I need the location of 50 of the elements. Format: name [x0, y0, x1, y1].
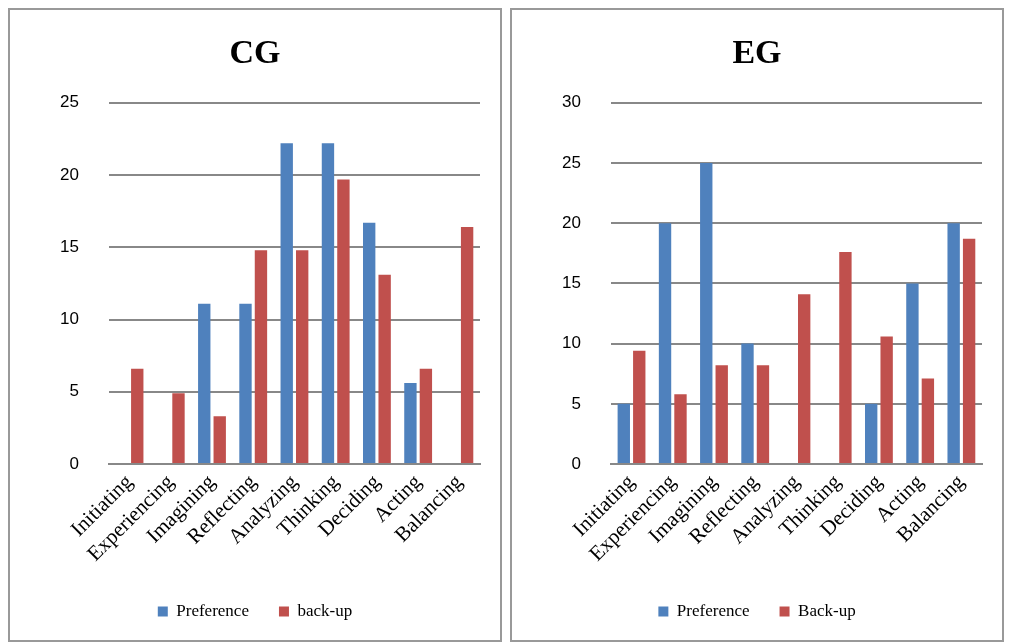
bar: [839, 252, 852, 464]
bar: [280, 143, 293, 464]
y-tick-label: 10: [561, 333, 581, 353]
bar: [741, 343, 754, 464]
bar: [756, 365, 770, 464]
y-tick-label: 20: [59, 164, 79, 184]
bar: [798, 294, 811, 464]
legend-label: Preference: [176, 600, 249, 620]
bar: [633, 350, 646, 464]
bar: [460, 227, 474, 464]
bar: [674, 394, 687, 464]
bar: [700, 163, 713, 464]
legend-label: Back-up: [798, 600, 856, 620]
bar: [921, 378, 935, 464]
chart-title: EG: [732, 33, 782, 71]
y-tick-label: 30: [561, 92, 581, 112]
bar: [658, 223, 672, 464]
y-tick-label: 5: [571, 393, 581, 413]
y-tick-label: 15: [561, 273, 581, 293]
bar: [865, 403, 878, 464]
y-tick-label: 25: [561, 152, 581, 172]
y-tick-label: 25: [59, 92, 79, 112]
y-tick-label: 15: [59, 236, 79, 256]
bar: [198, 303, 211, 464]
bar: [880, 336, 893, 464]
bar: [213, 416, 226, 464]
bar: [239, 303, 252, 464]
legend-label: Preference: [676, 600, 750, 620]
bar: [131, 368, 144, 464]
y-tick-label: 5: [69, 381, 79, 401]
bar: [617, 403, 630, 464]
bar: [906, 283, 919, 464]
y-tick-label: 0: [69, 453, 79, 473]
bar: [715, 365, 728, 464]
bar: [254, 250, 268, 464]
legend-label: back-up: [297, 600, 353, 620]
y-tick-label: 10: [59, 309, 79, 329]
bar: [296, 250, 309, 464]
y-tick-label: 0: [571, 453, 581, 473]
bar: [321, 143, 335, 464]
chart-title: CG: [229, 33, 281, 71]
y-tick-label: 20: [561, 212, 581, 232]
bar: [419, 368, 433, 464]
bar: [947, 223, 960, 464]
bar: [172, 393, 185, 464]
bar: [337, 179, 350, 464]
bar: [404, 383, 417, 464]
bar: [962, 238, 976, 464]
bar: [363, 222, 376, 464]
bar: [378, 274, 391, 464]
